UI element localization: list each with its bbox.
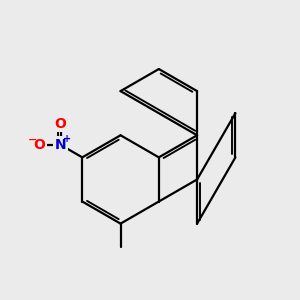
Text: −: − <box>27 134 37 145</box>
Text: O: O <box>34 138 45 152</box>
Text: N: N <box>55 138 66 152</box>
Text: O: O <box>55 117 67 130</box>
Text: +: + <box>63 134 71 144</box>
